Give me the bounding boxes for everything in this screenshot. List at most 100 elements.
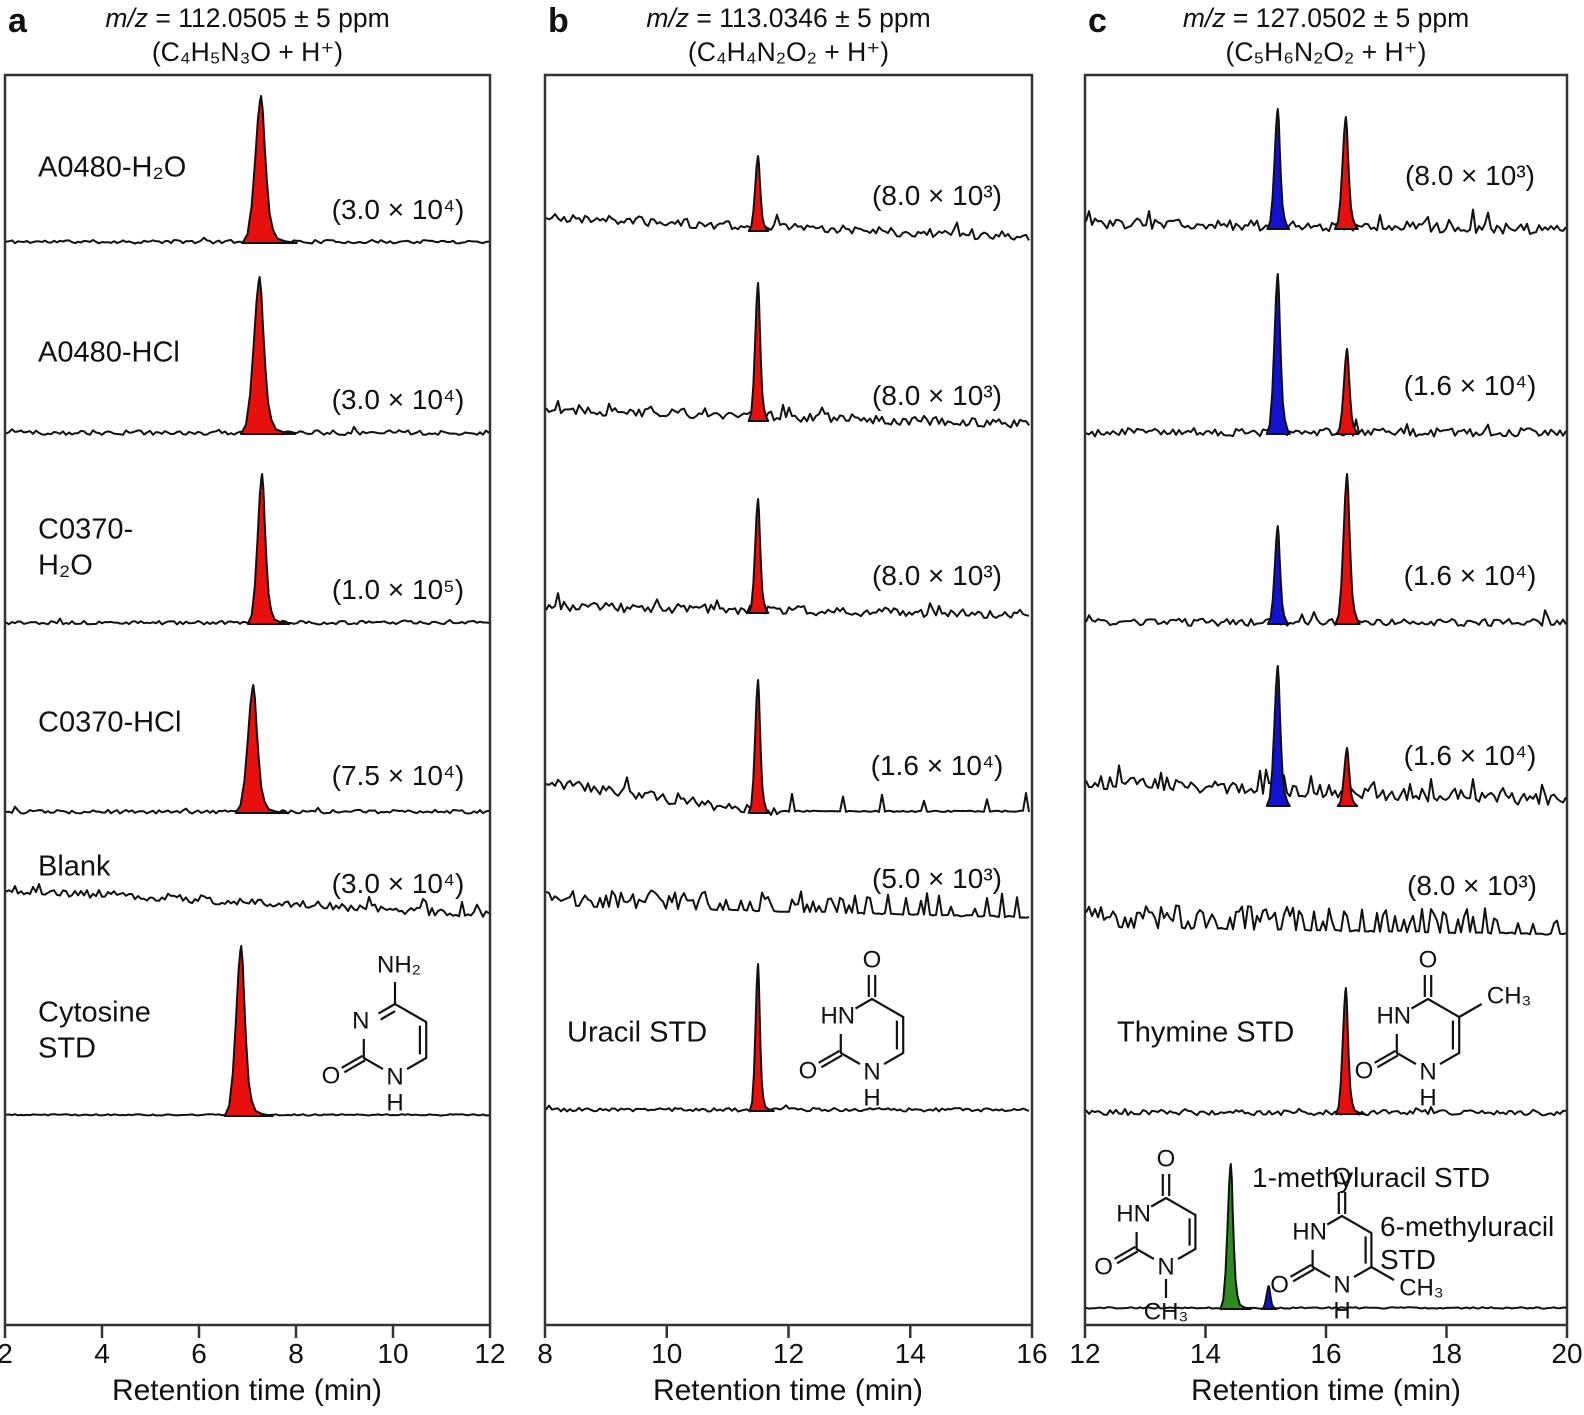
label-mask [823,1000,858,1034]
panel-a-formula: (C₄H₅N₃O + H⁺) [151,37,344,67]
atom-label: H [1419,1084,1436,1111]
row-label: H₂O [38,549,93,582]
tick-label: 8 [288,1338,304,1369]
red-peak-b-row-1-1 [747,155,770,232]
red-peak-b-row-6-1 [748,963,775,1112]
x-axis-title-a: Retention time (min) [111,1374,383,1407]
red-peak-b-row-2-1 [747,282,770,422]
atom-label: CH₃ [1487,982,1531,1009]
tick-label: 20 [1551,1338,1583,1369]
scale-annotation: (8.0 × 10³) [872,380,1002,411]
trace-b-row-4 [545,776,1030,816]
blue-peak-c-row-3-1 [1266,525,1290,625]
trace-c-row-4 [1085,764,1567,806]
trace-a-row-5 [5,883,490,918]
scale-annotation: (3.0 × 10⁴) [331,868,465,899]
panel-c-header: c m/z = 127.0502 ± 5 ppm (C₅H₆N₂O₂ + H⁺) [1085,0,1567,74]
trace-c-row-1 [1085,208,1567,235]
red-peak-c-row-6-1 [1335,987,1366,1115]
scale-annotation: (8.0 × 10³) [872,180,1002,211]
row-label: Thymine STD [1117,1016,1295,1049]
bond [343,1059,366,1074]
trace-c-row-6 [1085,1106,1567,1117]
scale-annotation: (3.0 × 10⁴) [331,194,465,225]
red-peak-c-row-4-2 [1336,747,1359,807]
tick-label: 14 [894,1338,926,1369]
scale-annotation: (1.6 × 10⁴) [1403,560,1537,591]
trace-c-row-7 [1085,1306,1567,1310]
red-peak-a-row-3-1 [246,473,291,625]
trace-b-row-6 [545,1104,1030,1113]
atom-label: H [1333,1297,1350,1324]
bond [818,1049,841,1064]
atom-label: N [1157,1253,1174,1280]
label-mask [381,1062,409,1090]
tick-label: 16 [1016,1338,1048,1369]
row-label: C0370-HCl [38,706,182,739]
green-peak-c-row-7-1 [1219,1163,1252,1310]
tick-label: 6 [191,1338,207,1369]
panel-c-letter: c [1088,2,1107,40]
panel-a-letter: a [8,2,27,40]
tick-label: 18 [1430,1338,1463,1369]
x-axis-title-b: Retention time (min) [652,1374,924,1407]
blue-peak-c-row-2-1 [1265,273,1291,435]
red-peak-c-row-2-2 [1335,348,1360,435]
red-peak-a-row-4-1 [234,684,288,814]
scale-annotation: (1.6 × 10⁴) [1403,370,1537,401]
bond [341,1054,364,1069]
bond [820,1054,843,1069]
row-label: Blank [38,850,111,883]
red-peak-a-row-6-1 [223,945,274,1117]
atom-label: O [1333,1163,1352,1190]
red-peak-a-row-1-1 [241,95,298,244]
atom-label: HN [1292,1218,1327,1245]
tick-label: 8 [537,1338,553,1369]
tick-label: 14 [1189,1338,1222,1369]
trace-b-row-3 [545,592,1030,619]
trace-c-row-5 [1085,904,1567,936]
panel-b-letter: b [548,2,569,40]
panel-c-title: m/z = 127.0502 ± 5 ppm [1085,3,1567,34]
mz-rest-b: = 113.0346 ± 5 ppm [689,3,931,33]
label-mask [1119,1198,1154,1232]
panel-c-formula: (C₅H₆N₂O₂ + H⁺) [1225,37,1427,67]
scale-annotation: (3.0 × 10⁴) [331,384,465,415]
atom-label: N [1419,1058,1436,1085]
atom-label: O [1094,1253,1113,1280]
atom-label: HN [820,1002,855,1029]
atom-label: H [386,1089,403,1116]
atom-label: O [1157,1145,1176,1172]
label-mask [346,1005,381,1039]
scale-annotation: (7.5 × 10⁴) [331,760,465,791]
label-mask [858,1057,886,1085]
panel-b-formula: (C₄H₄N₂O₂ + H⁺) [687,37,890,67]
tick-label: 10 [651,1338,683,1369]
tick-label: 2 [0,1338,13,1369]
panel-a-title: m/z = 112.0505 ± 5 ppm [5,3,490,34]
atom-label: CH₃ [1399,1274,1443,1301]
label-mask [1414,1057,1442,1085]
red-peak-c-row-1-2 [1333,116,1359,230]
red-peak-b-row-4-1 [747,679,770,814]
std-label: STD [1380,1244,1436,1275]
trace-b-row-2 [545,400,1030,429]
atom-label: O [799,1057,818,1084]
mz-italic-b: m/z [646,3,689,33]
label-mask [1295,1216,1330,1250]
scale-annotation: (8.0 × 10³) [1405,160,1535,191]
trace-b-row-1 [545,213,1030,241]
atom-label: N [863,1058,880,1085]
atom-label: O [1355,1057,1374,1084]
std-label: 6-methyluracil [1380,1211,1555,1242]
atom-label: O [1270,1271,1289,1298]
label-mask [1328,1270,1356,1298]
tick-label: 4 [94,1338,110,1369]
bond [1289,1263,1312,1278]
atom-label: HN [1116,1200,1151,1227]
bond [1376,1054,1399,1069]
